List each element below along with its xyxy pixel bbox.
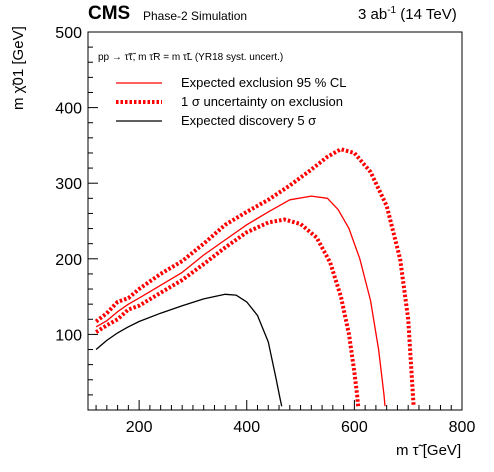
x-axis-label: m τ̃ [GeV] [396,442,462,459]
legend-swatches [116,82,162,122]
axis-ticks: 200 400 600 800 100 200 300 400 500 [55,25,475,436]
lumi-exponent: -1 [387,5,397,16]
series-line-3 [95,293,283,407]
lumi-value: 3 ab [358,6,388,23]
x-tick-label: 400 [233,419,260,436]
y-axis-label: m χ̃01 [GeV] [10,26,27,110]
luminosity-label: 3 ab-1 (14 TeV) [358,5,457,23]
x-tick-label: 800 [449,419,476,436]
legend-label-exclusion: Expected exclusion 95 % CL [181,75,347,90]
curves-layer [94,147,416,407]
y-tick-label: 500 [55,25,82,42]
legend-label-uncertainty: 1 σ uncertainty on exclusion [181,94,343,109]
y-tick-label: 400 [55,101,82,118]
x-tick-label: 600 [341,419,368,436]
y-tick-label: 300 [55,176,82,193]
legend-label-discovery: Expected discovery 5 σ [181,113,317,128]
experiment-label: CMS [88,3,131,24]
x-tick-label: 200 [126,419,153,436]
y-tick-label: 200 [55,252,82,269]
process-label: pp → τ̃τ̃, m τ̃R = m τ̃L (YR18 syst. unc… [98,52,284,63]
series-line-0 [95,195,386,407]
y-tick-label: 100 [55,327,82,344]
plot-frame [87,31,463,411]
simulation-subtitle: Phase-2 Simulation [143,9,248,23]
series-line-2 [95,217,361,407]
series-line-1 [94,147,416,407]
lumi-energy: (14 TeV) [396,6,457,23]
